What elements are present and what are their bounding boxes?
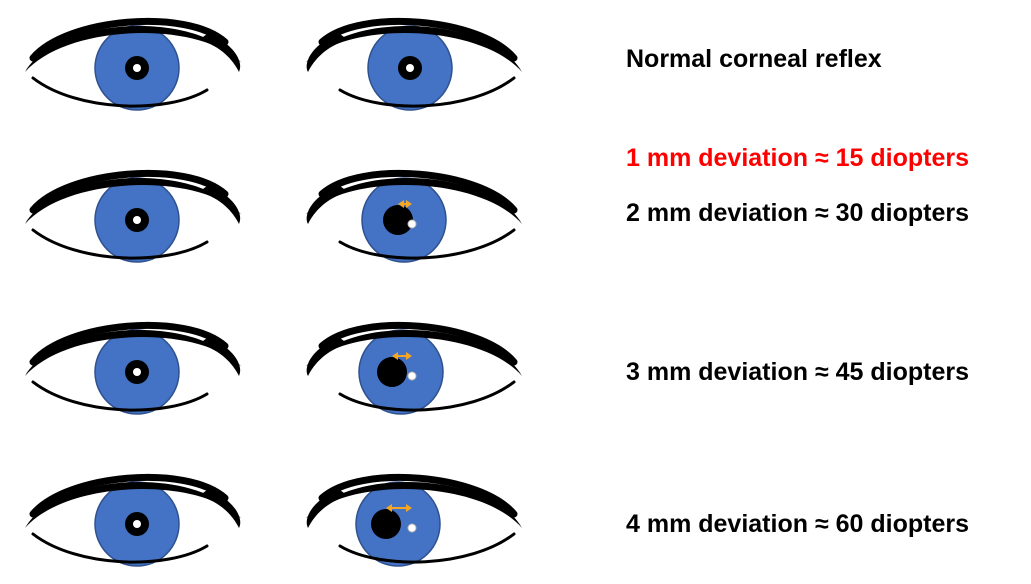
corneal-reflex: [407, 523, 417, 533]
lower-eyelid: [338, 532, 516, 564]
pupil: [383, 205, 413, 235]
upper-eyelid: [25, 177, 241, 224]
arrowhead-left: [392, 352, 398, 360]
corneal-reflex: [133, 216, 141, 224]
left-eye-row-1: [25, 169, 241, 263]
upper-lid-crease: [29, 169, 229, 214]
corneal-reflex: [406, 64, 414, 72]
right-eye-row-1: [306, 169, 522, 263]
upper-eyelid: [25, 481, 241, 528]
caption-1mm-deviation: 1 mm deviation ≈ 15 diopters: [626, 144, 969, 172]
eyelash-wing: [306, 490, 348, 528]
eyelash-wing: [199, 338, 241, 376]
upper-eyelid: [306, 177, 522, 224]
corneal-reflex: [133, 368, 141, 376]
upper-eyelid: [306, 481, 522, 528]
lower-eyelid: [338, 380, 516, 412]
upper-lid-crease: [318, 473, 518, 518]
eyelash-wing: [199, 490, 241, 528]
lower-eyelid: [31, 76, 209, 108]
caption-3mm-deviation: 3 mm deviation ≈ 45 diopters: [626, 358, 969, 386]
left-eye-row-0: [25, 17, 241, 111]
upper-lid-crease: [318, 17, 518, 62]
upper-eyelid: [306, 329, 522, 376]
upper-eyelid: [25, 25, 241, 72]
corneal-reflex: [133, 64, 141, 72]
right-eye-row-2: [306, 321, 522, 415]
arrowhead-right: [406, 352, 412, 360]
eyelash-wing: [306, 34, 348, 72]
right-eye-row-3: [306, 473, 522, 567]
arrowhead-right: [406, 200, 412, 208]
upper-lid-crease: [29, 321, 229, 366]
corneal-reflex: [407, 371, 417, 381]
lower-eyelid: [31, 532, 209, 564]
right-eye-row-0: [306, 17, 522, 111]
lower-eyelid: [338, 76, 516, 108]
caption-normal-reflex: Normal corneal reflex: [626, 45, 882, 73]
lower-eyelid: [31, 228, 209, 260]
caption-4mm-deviation: 4 mm deviation ≈ 60 diopters: [626, 510, 969, 538]
arrowhead-right: [406, 504, 412, 512]
lower-eyelid: [31, 380, 209, 412]
arrowhead-left: [398, 200, 404, 208]
eyelash-wing: [199, 186, 241, 224]
lower-eyelid: [338, 228, 516, 260]
upper-lid-crease: [318, 169, 518, 214]
upper-lid-crease: [29, 473, 229, 518]
left-eye-row-3: [25, 473, 241, 567]
eyelash-wing: [199, 34, 241, 72]
caption-2mm-deviation: 2 mm deviation ≈ 30 diopters: [626, 199, 969, 227]
arrowhead-left: [386, 504, 392, 512]
upper-eyelid: [306, 25, 522, 72]
corneal-reflex: [407, 219, 417, 229]
upper-lid-crease: [318, 321, 518, 366]
upper-lid-crease: [29, 17, 229, 62]
pupil: [371, 509, 401, 539]
eyelash-wing: [306, 338, 348, 376]
eyelash-wing: [306, 186, 348, 224]
pupil: [377, 357, 407, 387]
upper-eyelid: [25, 329, 241, 376]
corneal-reflex: [133, 520, 141, 528]
left-eye-row-2: [25, 321, 241, 415]
